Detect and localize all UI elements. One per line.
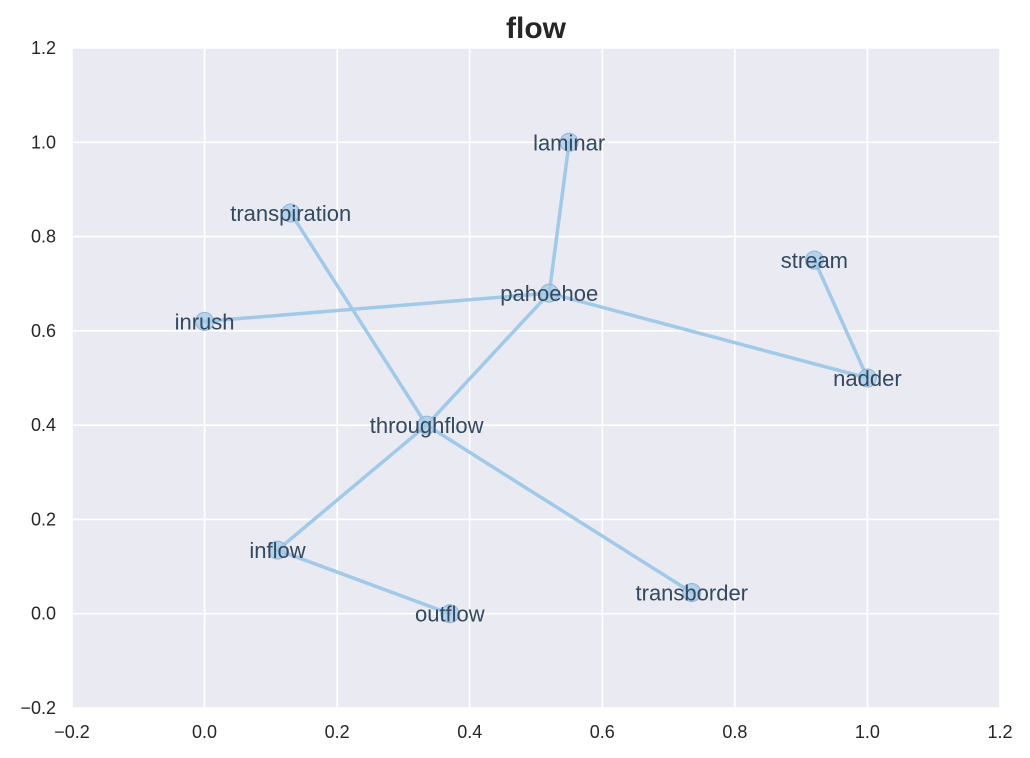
y-tick-label: 0.6	[31, 321, 56, 341]
node-outflow	[440, 604, 460, 624]
x-tick-label: −0.2	[54, 722, 90, 742]
x-tick-label: 0.4	[457, 722, 482, 742]
node-transborder	[682, 583, 702, 602]
y-tick-label: 1.0	[31, 132, 56, 152]
plot-area	[72, 48, 1000, 708]
edge-stream-nadder	[812, 258, 870, 380]
edge-throughflow-transborder	[424, 423, 694, 595]
edge-laminar-pahoehoe	[547, 140, 571, 295]
node-label-outflow: outflow	[415, 602, 485, 627]
x-tick-label: 0.6	[590, 722, 615, 742]
edge-pahoehoe-throughflow	[424, 291, 552, 427]
y-tick-label: 0.4	[31, 415, 56, 435]
chart-title: flow	[506, 12, 567, 45]
y-tick-label: 0.8	[31, 227, 56, 247]
y-tick-label: 0.0	[31, 604, 56, 624]
node-label-transborder: transborder	[636, 581, 749, 606]
node-throughflow	[417, 415, 437, 435]
y-tick-label: 1.2	[31, 38, 56, 58]
node-label-nadder: nadder	[833, 366, 902, 391]
edge-inflow-outflow	[275, 548, 452, 616]
node-labels-layer: laminar transpiration stream pahoehoe inrush…	[175, 130, 902, 626]
nodes-layer	[195, 132, 877, 624]
node-label-pahoehoe: pahoehoe	[500, 281, 598, 306]
y-tick-label: 0.2	[31, 509, 56, 529]
node-transpiration	[281, 203, 301, 223]
node-label-inflow: inflow	[249, 538, 305, 563]
edge-pahoehoe-inrush	[202, 291, 552, 324]
node-label-laminar: laminar	[533, 130, 605, 155]
node-laminar	[559, 132, 579, 152]
x-tick-label: 0.8	[722, 722, 747, 742]
edge-throughflow-inflow	[275, 423, 429, 552]
edge-transpiration-throughflow	[288, 211, 429, 427]
x-tick-label: 1.2	[987, 722, 1012, 742]
node-pahoehoe	[539, 283, 559, 303]
node-label-stream: stream	[781, 248, 848, 273]
x-tick-label: 0.0	[192, 722, 217, 742]
node-label-throughflow: throughflow	[370, 413, 484, 438]
node-label-inrush: inrush	[175, 309, 235, 334]
x-tick-label: 0.2	[325, 722, 350, 742]
grid-lines	[71, 47, 1001, 709]
y-tick-label: −0.2	[20, 698, 56, 718]
y-axis-ticks: −0.2 0.0 0.2 0.4 0.6 0.8 1.0 1.2	[20, 38, 56, 718]
node-inrush	[195, 311, 215, 331]
x-tick-label: 1.0	[855, 722, 880, 742]
edges-layer	[202, 140, 870, 616]
node-inflow	[267, 540, 287, 560]
edge-pahoehoe-nadder	[547, 291, 870, 380]
node-stream	[804, 250, 824, 270]
node-nadder	[857, 368, 877, 388]
node-label-transpiration: transpiration	[230, 201, 351, 226]
x-axis-ticks: −0.2 0.0 0.2 0.4 0.6 0.8 1.0 1.2	[54, 722, 1012, 742]
